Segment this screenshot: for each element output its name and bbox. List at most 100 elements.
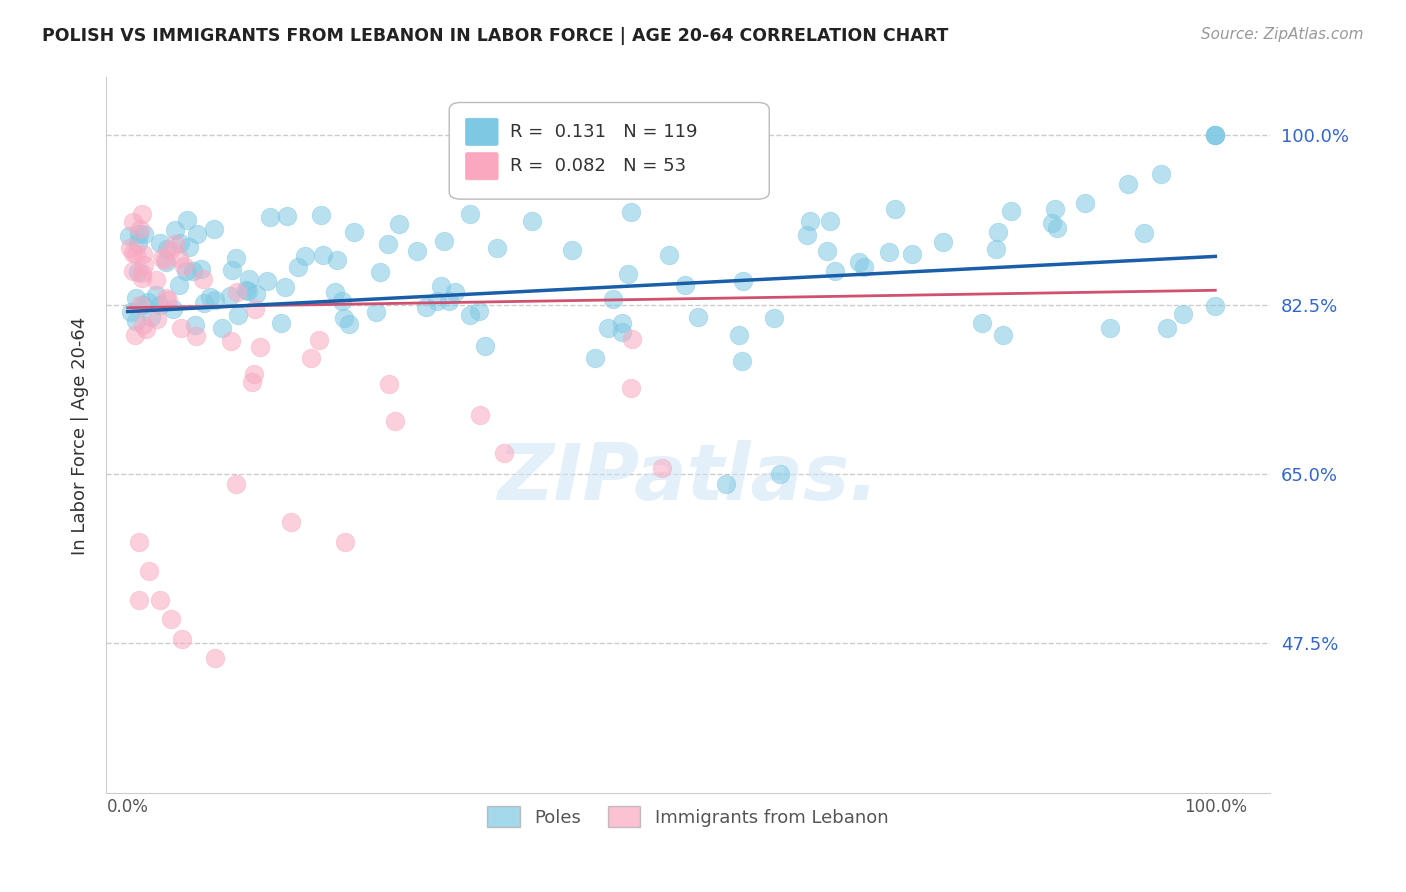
Point [225, 476, 247, 491]
Point [815, 244, 838, 258]
Point [186, 227, 208, 241]
Point [1171, 307, 1194, 321]
Point [325, 253, 347, 268]
Point [406, 244, 429, 258]
Point [486, 241, 509, 255]
Point [128, 227, 150, 241]
Point [1116, 177, 1139, 191]
Point [132, 247, 155, 261]
Point [235, 283, 257, 297]
Point [131, 207, 153, 221]
Point [714, 476, 737, 491]
Point [160, 612, 183, 626]
Point [818, 214, 841, 228]
Point [219, 289, 242, 303]
Point [763, 311, 786, 326]
Point [877, 244, 900, 259]
Point [159, 244, 181, 258]
Point [970, 316, 993, 330]
Point [368, 265, 391, 279]
Point [620, 205, 643, 219]
FancyBboxPatch shape [465, 119, 498, 145]
Point [155, 254, 177, 268]
Point [987, 225, 1010, 239]
Point [299, 351, 322, 366]
Point [1204, 128, 1226, 143]
FancyBboxPatch shape [465, 153, 498, 180]
Point [343, 225, 366, 239]
Point [474, 339, 496, 353]
Point [169, 236, 191, 251]
Point [1204, 128, 1226, 143]
Point [728, 328, 751, 343]
Point [330, 294, 353, 309]
Point [796, 227, 818, 242]
Point [134, 227, 156, 241]
Point [308, 333, 330, 347]
Point [242, 368, 264, 382]
Point [150, 251, 173, 265]
Y-axis label: In Labor Force | Age 20-64: In Labor Force | Age 20-64 [72, 317, 89, 555]
Point [118, 229, 141, 244]
Point [337, 317, 360, 331]
Point [658, 248, 681, 262]
Point [617, 267, 640, 281]
Point [686, 310, 709, 324]
Point [610, 316, 633, 330]
Point [733, 274, 755, 288]
Point [620, 332, 643, 346]
Point [128, 592, 150, 607]
Point [165, 237, 187, 252]
Point [620, 381, 643, 395]
Point [458, 207, 481, 221]
Point [176, 212, 198, 227]
Point [145, 272, 167, 286]
Point [145, 288, 167, 302]
Point [225, 251, 247, 265]
Point [141, 310, 163, 325]
Point [610, 325, 633, 339]
Point [184, 329, 207, 343]
Text: R =  0.131   N = 119: R = 0.131 N = 119 [510, 123, 697, 141]
Point [238, 272, 260, 286]
Point [193, 296, 215, 310]
Point [149, 592, 172, 607]
Point [131, 266, 153, 280]
Point [378, 377, 401, 392]
Point [211, 321, 233, 335]
Point [1204, 128, 1226, 143]
Point [124, 328, 146, 343]
Point [853, 260, 876, 274]
Point [155, 252, 177, 267]
Point [204, 293, 226, 307]
Point [243, 301, 266, 316]
Point [179, 240, 201, 254]
Point [583, 351, 606, 365]
Point [181, 264, 204, 278]
Point [198, 290, 221, 304]
Point [184, 318, 207, 332]
Point [274, 279, 297, 293]
Point [146, 312, 169, 326]
Point [1043, 202, 1066, 217]
Point [202, 222, 225, 236]
Point [287, 260, 309, 274]
Point [335, 534, 357, 549]
Point [769, 467, 792, 481]
Point [309, 208, 332, 222]
Point [121, 264, 143, 278]
Point [129, 222, 152, 236]
Point [1040, 216, 1063, 230]
Point [128, 298, 150, 312]
Point [468, 304, 491, 318]
Point [1046, 220, 1069, 235]
Point [156, 242, 179, 256]
Point [280, 516, 302, 530]
Point [1133, 226, 1156, 240]
Point [651, 461, 673, 475]
Point [124, 247, 146, 261]
Point [162, 302, 184, 317]
Point [673, 278, 696, 293]
Point [256, 273, 278, 287]
Point [848, 255, 870, 269]
